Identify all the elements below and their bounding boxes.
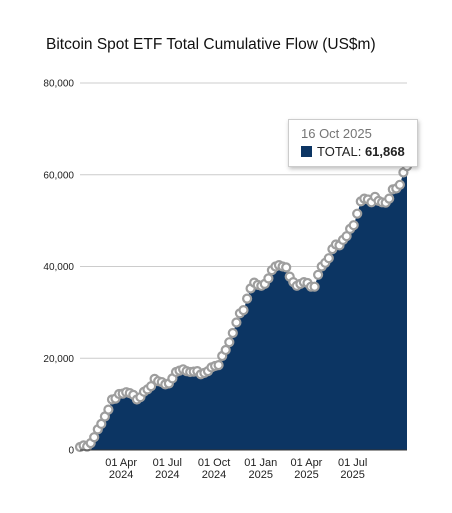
- x-tick-label: 01 Apr 2024: [105, 457, 137, 481]
- series-total[interactable]: [74, 161, 413, 453]
- y-tick-label: 20,000: [43, 354, 74, 365]
- tooltip-series-name: TOTAL: [317, 144, 358, 159]
- x-tick-label: 01 Oct 2024: [198, 457, 230, 481]
- x-tick-label: 01 Jul 2024: [153, 457, 182, 481]
- x-tick-label: 01 Jan 2025: [244, 457, 277, 481]
- x-tick-label: 01 Apr 2025: [291, 457, 323, 481]
- tooltip-row: TOTAL: 61,868: [301, 144, 417, 159]
- x-axis-ticks: 01 Apr 2024 01 Jul 2024 01 Oct 2024 01 Jan 2025…: [105, 457, 367, 481]
- data-point: [384, 193, 395, 204]
- data-point: [103, 404, 114, 415]
- data-point: [263, 273, 274, 284]
- data-point: [348, 220, 359, 231]
- y-tick-label: 80,000: [43, 79, 74, 90]
- data-point: [227, 327, 238, 339]
- data-point: [224, 337, 235, 348]
- data-point: [238, 305, 249, 316]
- tooltip-value: 61,868: [364, 144, 405, 159]
- tooltip-date: 16 Oct 2025: [301, 126, 372, 141]
- tooltip-series-swatch: [301, 146, 312, 157]
- chart-title: Bitcoin Spot ETF Total Cumulative Flow (…: [46, 36, 376, 53]
- data-point: [220, 344, 231, 356]
- data-point: [281, 262, 292, 273]
- data-point: [213, 360, 224, 371]
- data-point: [323, 253, 334, 264]
- tooltip: 16 Oct 2025 TOTAL: 61,868: [288, 119, 418, 167]
- data-point: [309, 281, 320, 292]
- x-tick-label: 01 Jul 2025: [338, 457, 367, 481]
- y-axis-ticks: 0 20,000 40,000 60,000 80,000: [43, 79, 74, 457]
- data-point: [313, 269, 324, 280]
- series-area: [80, 166, 407, 450]
- data-point: [394, 179, 405, 190]
- y-tick-label: 0: [68, 446, 74, 457]
- data-point: [231, 317, 242, 328]
- y-tick-label: 40,000: [43, 262, 74, 273]
- data-point: [89, 432, 100, 443]
- data-point: [352, 208, 363, 219]
- y-tick-label: 60,000: [43, 170, 74, 181]
- data-point: [242, 293, 253, 304]
